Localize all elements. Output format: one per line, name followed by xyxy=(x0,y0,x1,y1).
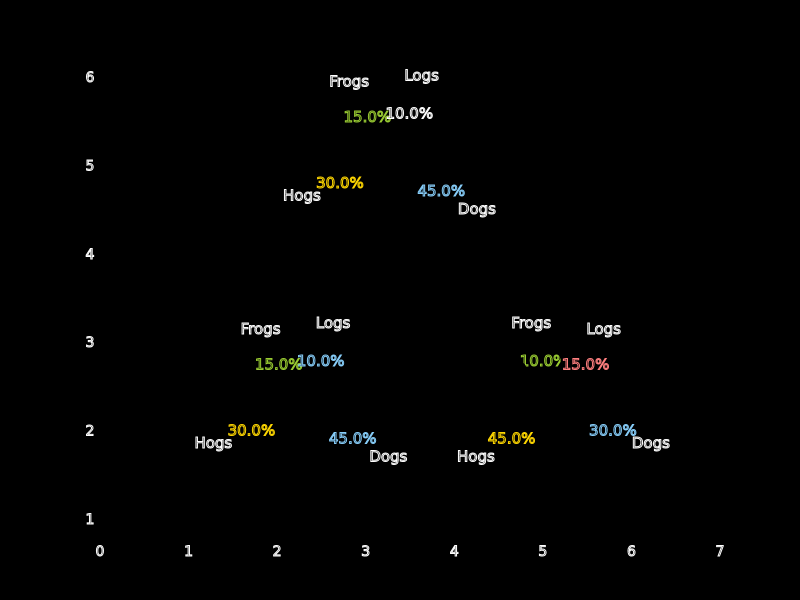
pie-wedge xyxy=(490,357,583,484)
slice-label: Logs xyxy=(586,320,621,338)
slice-label: Logs xyxy=(404,67,439,85)
slice-label: Frogs xyxy=(511,314,551,332)
slice-label: Dogs xyxy=(369,448,407,466)
x-tick-label: 6 xyxy=(627,544,636,560)
pie-wedge xyxy=(322,125,393,233)
slice-percent-label: 30.0% xyxy=(589,421,637,439)
slice-percent-label: 15.0% xyxy=(343,108,391,126)
slice-percent-label: 30.0% xyxy=(316,174,364,192)
pie-wedge xyxy=(560,343,618,414)
x-tick-label: 1 xyxy=(184,544,193,560)
slice-label: Hogs xyxy=(194,434,232,452)
pie-wedge xyxy=(247,343,304,414)
slice-percent-label: 10.0% xyxy=(385,105,433,123)
pie-wedge xyxy=(560,372,631,481)
y-tick-label: 4 xyxy=(86,247,95,263)
slice-label: Frogs xyxy=(241,320,281,338)
pie-wedge xyxy=(392,96,434,167)
slice-percent-label: 10.0% xyxy=(520,352,568,370)
pie-wedge xyxy=(282,357,374,484)
pie-wedge xyxy=(303,343,345,414)
slice-percent-label: 45.0% xyxy=(488,429,536,447)
slice-label: Dogs xyxy=(632,434,670,452)
x-tick-label: 4 xyxy=(450,544,459,560)
x-tick-label: 5 xyxy=(538,544,547,560)
slice-label: Logs xyxy=(316,314,351,332)
slice-label: Hogs xyxy=(457,448,495,466)
y-tick-label: 1 xyxy=(86,512,95,528)
y-tick-label: 5 xyxy=(86,158,95,174)
slice-percent-label: 10.0% xyxy=(297,352,345,370)
slice-percent-label: 15.0% xyxy=(562,355,610,373)
x-tick-label: 3 xyxy=(361,544,370,560)
pie-wedge xyxy=(370,109,463,237)
y-tick-label: 3 xyxy=(86,335,95,351)
pie-wedge xyxy=(233,372,304,481)
slice-label: Hogs xyxy=(283,186,321,204)
slice-percent-label: 30.0% xyxy=(228,421,276,439)
slice-percent-label: 45.0% xyxy=(417,182,465,200)
slice-percent-label: 15.0% xyxy=(255,355,303,373)
pie-wedge xyxy=(519,343,561,414)
slice-percent-label: 45.0% xyxy=(329,429,377,447)
y-tick-label: 2 xyxy=(86,424,95,440)
slice-label: Dogs xyxy=(458,200,496,218)
slice-label: Frogs xyxy=(329,72,369,90)
pie-wedge xyxy=(335,96,393,167)
x-tick-label: 0 xyxy=(96,544,105,560)
x-tick-label: 2 xyxy=(273,544,282,560)
x-tick-label: 7 xyxy=(716,544,725,560)
y-tick-label: 6 xyxy=(86,70,95,86)
